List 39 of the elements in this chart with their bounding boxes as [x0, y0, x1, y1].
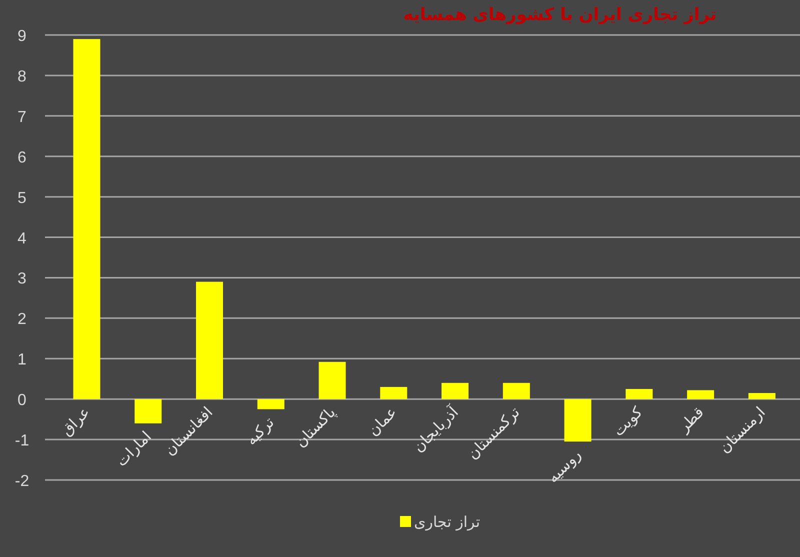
y-tick-label: 6 — [18, 149, 27, 166]
y-tick-label: 4 — [18, 230, 27, 248]
x-tick-label: امارات — [112, 427, 155, 470]
x-tick-label: روسیه — [544, 446, 585, 486]
legend: تراز تجاری — [400, 513, 480, 531]
y-tick-label: 9 — [18, 28, 27, 45]
x-tick-label: ترکمنستان — [464, 403, 524, 463]
bar — [687, 390, 714, 400]
bar — [73, 39, 100, 400]
x-tick-label: کویت — [609, 402, 647, 440]
bar — [502, 382, 530, 400]
bar — [318, 362, 346, 400]
x-tick-label: پاکستان — [291, 403, 340, 451]
bar — [442, 382, 469, 400]
bar — [257, 399, 284, 410]
y-tick-label: 5 — [18, 190, 27, 207]
y-tick-label: 0 — [18, 392, 27, 410]
y-tick-label: 8 — [18, 68, 27, 86]
bar — [748, 393, 776, 400]
bar — [196, 282, 224, 400]
y-tick-label: 7 — [18, 108, 27, 126]
x-tick-label: قطر — [674, 403, 708, 436]
y-tick-label: 3 — [18, 270, 27, 288]
x-tick-label: ارمنستان — [715, 403, 769, 457]
legend-label: تراز تجاری — [414, 513, 480, 531]
x-tick-label: ترکیه — [242, 413, 278, 449]
x-tick-label: عراق — [57, 403, 94, 440]
y-tick-label: -1 — [14, 432, 30, 450]
y-tick-label: -2 — [14, 473, 30, 490]
bar — [134, 399, 162, 424]
y-tick-label: 2 — [18, 311, 27, 328]
bar — [626, 388, 653, 400]
y-tick-label: 1 — [18, 352, 27, 369]
bar — [380, 386, 408, 400]
bar — [564, 399, 592, 442]
chart-title: تراز تجاری ایران با کشورهای همسایه — [403, 5, 717, 25]
x-tick-label: آذربایجان — [408, 402, 462, 456]
x-tick-label: عمان — [364, 403, 400, 440]
x-tick-label: افغانستان — [160, 403, 216, 459]
